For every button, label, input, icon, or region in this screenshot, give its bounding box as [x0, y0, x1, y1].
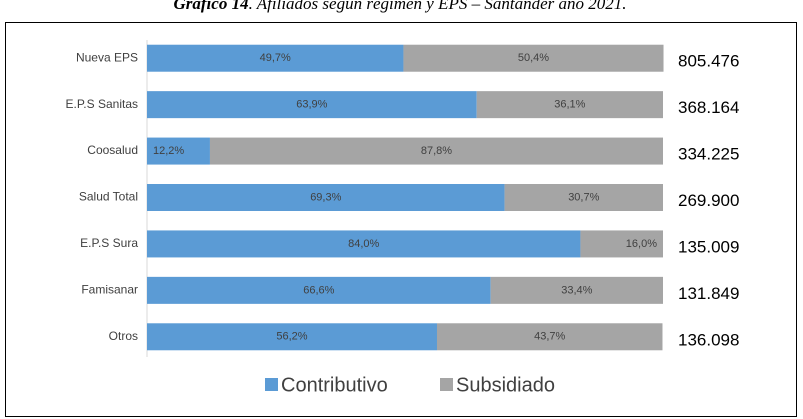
total-label: 805.476 [678, 52, 739, 71]
total-label: 368.164 [678, 98, 739, 117]
total-label: 131.849 [678, 284, 739, 303]
bar-segment [147, 137, 210, 165]
data-label: 50,4% [518, 52, 549, 64]
legend-label: Subsidiado [456, 374, 555, 396]
total-label: 135.009 [678, 237, 739, 256]
data-label: 43,7% [534, 331, 565, 343]
y-tick-label: E.P.S Sanitas [66, 97, 139, 111]
bar-segment [147, 276, 491, 304]
data-label: 16,0% [626, 238, 657, 250]
total-label: 136.098 [678, 330, 739, 349]
data-label: 36,1% [554, 99, 585, 111]
data-label: 69,3% [310, 191, 341, 203]
data-label: 49,7% [260, 52, 291, 64]
y-tick-label: Coosalud [87, 143, 138, 157]
bar-segment [147, 323, 437, 351]
data-label: 56,2% [276, 331, 307, 343]
bar-segment [209, 137, 663, 165]
data-label: 63,9% [296, 99, 327, 111]
y-tick-label: Otros [109, 329, 138, 343]
bar-segment [147, 44, 404, 72]
data-label: 66,6% [303, 284, 334, 296]
data-label: 84,0% [348, 238, 379, 250]
bar-segment [147, 230, 581, 258]
frame [5, 22, 797, 417]
legend-swatch [265, 378, 278, 391]
data-label: 33,4% [561, 284, 592, 296]
bar-segment [147, 184, 505, 211]
y-tick-label: Nueva EPS [76, 50, 138, 64]
data-label: 87,8% [421, 145, 452, 157]
bar-segment [476, 91, 663, 119]
y-tick-label: Famisanar [81, 283, 138, 297]
bar-segment [436, 323, 663, 351]
total-label: 334.225 [678, 145, 739, 164]
legend-swatch [440, 378, 453, 391]
bar-segment [504, 184, 663, 211]
data-label: 12,2% [153, 145, 184, 157]
legend-label: Contributivo [281, 374, 388, 396]
chart-title: Gráfico 14. Afiliados según régimen y EP… [174, 0, 627, 13]
bar-segment [147, 91, 477, 119]
total-label: 269.900 [678, 191, 739, 210]
bar-segment [403, 44, 664, 72]
bar-segment [490, 276, 663, 304]
figure-label: Gráfico 14 [174, 0, 249, 13]
data-label: 30,7% [568, 191, 599, 203]
y-tick-label: E.P.S Sura [80, 236, 138, 250]
y-tick-label: Salud Total [79, 190, 138, 204]
title-text: . Afiliados según régimen y EPS – Santan… [249, 0, 627, 13]
bar-segment [580, 230, 663, 258]
